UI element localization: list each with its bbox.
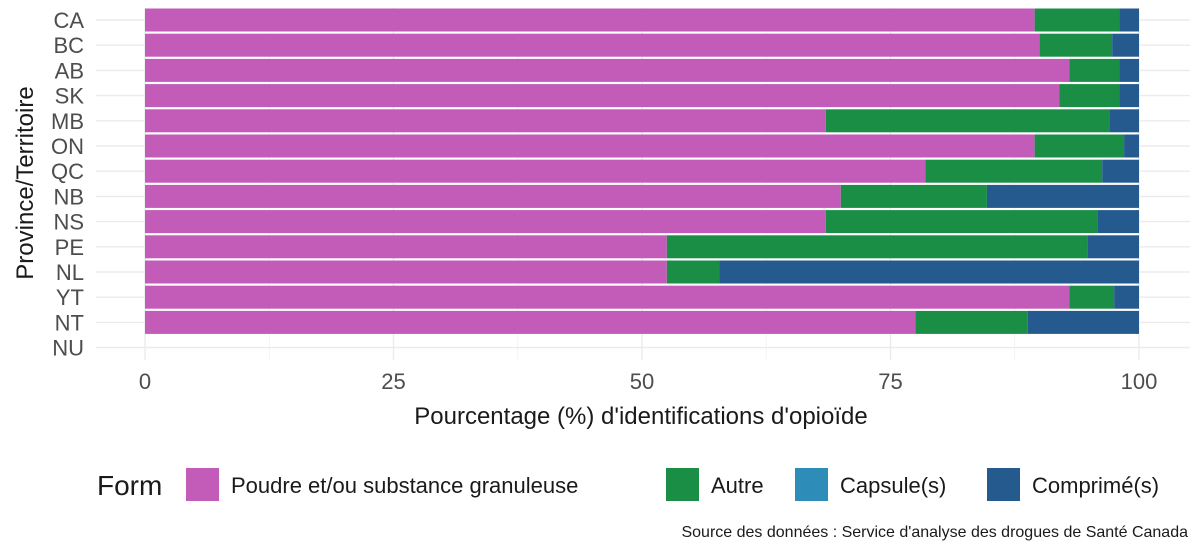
bar-segment	[1097, 210, 1139, 234]
bar-segment	[145, 235, 667, 259]
legend-label: Poudre et/ou substance granuleuse	[231, 473, 578, 498]
bar-segment	[1119, 58, 1139, 82]
y-axis-title: Province/Territoire	[12, 86, 39, 279]
x-tick-label: 0	[139, 369, 151, 394]
bar-segment	[666, 235, 1088, 259]
bar-segment	[145, 310, 916, 334]
bar-segment	[145, 33, 1040, 57]
bar-segment	[1027, 310, 1139, 334]
bar-segment	[1087, 235, 1139, 259]
y-tick-label: YT	[56, 285, 84, 310]
bar-segment	[145, 285, 1070, 309]
bar-segment	[145, 260, 667, 284]
bar-segment	[1034, 134, 1125, 158]
x-tick-label: 25	[381, 369, 405, 394]
y-tick-label: NL	[56, 260, 84, 285]
bar-segment	[145, 84, 1060, 108]
legend-key	[186, 468, 219, 501]
x-tick-label: 50	[630, 369, 654, 394]
bar-segment	[915, 310, 1028, 334]
bar-segment	[1069, 58, 1120, 82]
y-tick-label: MB	[51, 109, 84, 134]
y-tick-label: NS	[53, 210, 84, 235]
bar-segment	[986, 184, 1139, 208]
legend-label: Comprimé(s)	[1032, 473, 1159, 498]
legend-title: Form	[97, 470, 162, 501]
bar-segment	[1069, 285, 1115, 309]
bar-segment	[1059, 84, 1120, 108]
bar-segment	[1114, 285, 1139, 309]
y-tick-label: NT	[55, 310, 84, 335]
x-tick-label: 75	[878, 369, 902, 394]
y-tick-label: NU	[52, 336, 84, 361]
y-tick-label: BC	[53, 33, 84, 58]
legend-key	[987, 468, 1020, 501]
bar-segment	[666, 260, 720, 284]
bar-segment	[145, 159, 926, 183]
y-tick-label: ON	[51, 134, 84, 159]
bar-segment	[840, 184, 987, 208]
y-tick-label: SK	[55, 84, 85, 109]
y-tick-label: AB	[55, 58, 84, 83]
bar-segment	[1112, 33, 1139, 57]
bar-segment	[1109, 109, 1139, 133]
bar-segment	[1102, 159, 1139, 183]
bar-segment	[1039, 33, 1113, 57]
bar-segment	[825, 109, 1110, 133]
bar-segment	[1034, 8, 1120, 32]
legend: Form Poudre et/ou substance granuleuse Au…	[97, 468, 1159, 501]
bar-segment	[145, 184, 841, 208]
y-tick-label: NB	[53, 184, 84, 209]
x-axis-title: Pourcentage (%) d'identifications d'opio…	[414, 403, 867, 430]
source-caption: Source des données : Service d'analyse d…	[681, 524, 1188, 541]
bar-segment	[825, 210, 1098, 234]
legend-label: Autre	[711, 473, 764, 498]
legend-label: Capsule(s)	[840, 473, 946, 498]
x-tick-label: 100	[1121, 369, 1158, 394]
bar-segment	[145, 210, 826, 234]
legend-key	[666, 468, 699, 501]
legend-key	[795, 468, 828, 501]
bar-segment	[925, 159, 1103, 183]
bar-segment	[1119, 84, 1139, 108]
bar-segment	[145, 58, 1070, 82]
y-tick-label: QC	[51, 159, 84, 184]
bar-segment	[1124, 134, 1139, 158]
bar-segment	[1119, 8, 1139, 32]
bar-segment	[719, 260, 1139, 284]
bars	[145, 8, 1139, 334]
x-axis-ticks: 0 25 50 75 100	[139, 369, 1157, 394]
bar-segment	[145, 8, 1035, 32]
y-tick-label: PE	[55, 235, 84, 260]
bar-segment	[145, 109, 826, 133]
bar-segment	[145, 134, 1035, 158]
y-tick-label: CA	[53, 8, 84, 33]
